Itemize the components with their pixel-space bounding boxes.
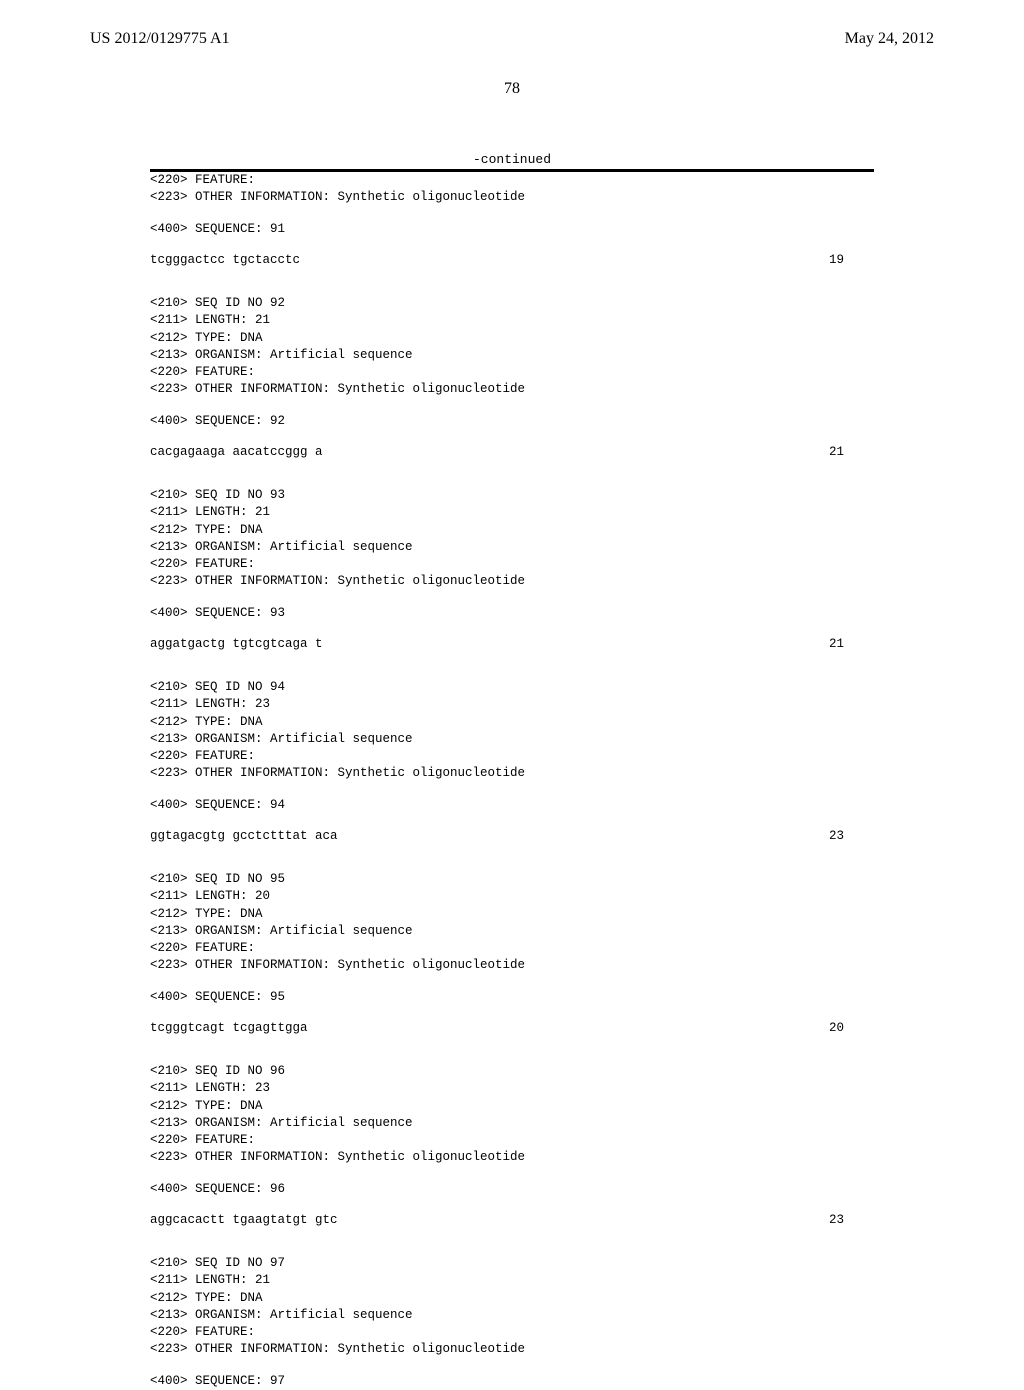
meta-line: <223> OTHER INFORMATION: Synthetic oligo… (150, 765, 874, 782)
meta-line: <211> LENGTH: 21 (150, 312, 874, 329)
sequence-label: <400> SEQUENCE: 95 (150, 989, 874, 1006)
sequence-line: ggtagacgtg gcctctttat aca 23 (150, 828, 874, 845)
sequence-length: 20 (829, 1020, 844, 1037)
sequence-length: 21 (829, 444, 844, 461)
sequence-text: aggcacactt tgaagtatgt gtc (150, 1212, 338, 1229)
meta-line: <210> SEQ ID NO 95 (150, 871, 874, 888)
meta-line: <213> ORGANISM: Artificial sequence (150, 1307, 874, 1324)
document-header: US 2012/0129775 A1 May 24, 2012 (0, 0, 1024, 48)
meta-line: <210> SEQ ID NO 96 (150, 1063, 874, 1080)
sequence-text: tcgggtcagt tcgagttgga (150, 1020, 308, 1037)
sequence-length: 21 (829, 636, 844, 653)
meta-line: <210> SEQ ID NO 97 (150, 1255, 874, 1272)
sequence-length: 23 (829, 1212, 844, 1229)
meta-line: <210> SEQ ID NO 93 (150, 487, 874, 504)
sequence-line: aggcacactt tgaagtatgt gtc 23 (150, 1212, 874, 1229)
meta-line: <220> FEATURE: (150, 1132, 874, 1149)
meta-line: <211> LENGTH: 20 (150, 888, 874, 905)
meta-line: <211> LENGTH: 23 (150, 696, 874, 713)
seq-entry: <210> SEQ ID NO 96 <211> LENGTH: 23 <212… (150, 1063, 874, 1229)
sequence-listing: <220> FEATURE: <223> OTHER INFORMATION: … (150, 172, 874, 1390)
sequence-text: cacgagaaga aacatccggg a (150, 444, 323, 461)
sequence-text: tcgggactcc tgctacctc (150, 252, 300, 269)
seq-entry: <210> SEQ ID NO 94 <211> LENGTH: 23 <212… (150, 679, 874, 845)
seq-entry: <210> SEQ ID NO 93 <211> LENGTH: 21 <212… (150, 487, 874, 653)
sequence-line: aggatgactg tgtcgtcaga t 21 (150, 636, 874, 653)
meta-line: <213> ORGANISM: Artificial sequence (150, 923, 874, 940)
sequence-text: ggtagacgtg gcctctttat aca (150, 828, 338, 845)
sequence-length: 19 (829, 252, 844, 269)
seq-entry: <210> SEQ ID NO 95 <211> LENGTH: 20 <212… (150, 871, 874, 1037)
meta-line: <223> OTHER INFORMATION: Synthetic oligo… (150, 957, 874, 974)
meta-line: <213> ORGANISM: Artificial sequence (150, 1115, 874, 1132)
meta-line: <223> OTHER INFORMATION: Synthetic oligo… (150, 1341, 874, 1358)
meta-line: <210> SEQ ID NO 94 (150, 679, 874, 696)
sequence-label: <400> SEQUENCE: 92 (150, 413, 874, 430)
meta-line: <212> TYPE: DNA (150, 1290, 874, 1307)
meta-line: <211> LENGTH: 21 (150, 504, 874, 521)
page-number: 78 (0, 80, 1024, 98)
patent-date: May 24, 2012 (845, 30, 934, 48)
meta-line: <220> FEATURE: (150, 364, 874, 381)
meta-line: <213> ORGANISM: Artificial sequence (150, 539, 874, 556)
meta-line: <212> TYPE: DNA (150, 522, 874, 539)
seq-entry: <210> SEQ ID NO 92 <211> LENGTH: 21 <212… (150, 295, 874, 461)
seq-entry: <220> FEATURE: <223> OTHER INFORMATION: … (150, 172, 874, 269)
meta-line: <212> TYPE: DNA (150, 906, 874, 923)
seq-entry: <210> SEQ ID NO 97 <211> LENGTH: 21 <212… (150, 1255, 874, 1390)
sequence-label: <400> SEQUENCE: 97 (150, 1373, 874, 1390)
sequence-length: 23 (829, 828, 844, 845)
meta-line: <211> LENGTH: 21 (150, 1272, 874, 1289)
sequence-text: aggatgactg tgtcgtcaga t (150, 636, 323, 653)
sequence-line: tcgggactcc tgctacctc 19 (150, 252, 874, 269)
meta-line: <213> ORGANISM: Artificial sequence (150, 731, 874, 748)
meta-line: <220> FEATURE: (150, 172, 874, 189)
meta-line: <210> SEQ ID NO 92 (150, 295, 874, 312)
meta-line: <223> OTHER INFORMATION: Synthetic oligo… (150, 573, 874, 590)
meta-line: <223> OTHER INFORMATION: Synthetic oligo… (150, 381, 874, 398)
meta-line: <212> TYPE: DNA (150, 714, 874, 731)
meta-line: <220> FEATURE: (150, 556, 874, 573)
meta-line: <220> FEATURE: (150, 1324, 874, 1341)
sequence-label: <400> SEQUENCE: 96 (150, 1181, 874, 1198)
sequence-label: <400> SEQUENCE: 94 (150, 797, 874, 814)
sequence-label: <400> SEQUENCE: 93 (150, 605, 874, 622)
meta-line: <220> FEATURE: (150, 748, 874, 765)
meta-line: <223> OTHER INFORMATION: Synthetic oligo… (150, 1149, 874, 1166)
meta-line: <211> LENGTH: 23 (150, 1080, 874, 1097)
continued-label: -continued (0, 152, 1024, 167)
sequence-line: cacgagaaga aacatccggg a 21 (150, 444, 874, 461)
meta-line: <220> FEATURE: (150, 940, 874, 957)
meta-line: <223> OTHER INFORMATION: Synthetic oligo… (150, 189, 874, 206)
meta-line: <212> TYPE: DNA (150, 1098, 874, 1115)
sequence-label: <400> SEQUENCE: 91 (150, 221, 874, 238)
meta-line: <213> ORGANISM: Artificial sequence (150, 347, 874, 364)
patent-number: US 2012/0129775 A1 (90, 30, 230, 48)
meta-line: <212> TYPE: DNA (150, 330, 874, 347)
sequence-line: tcgggtcagt tcgagttgga 20 (150, 1020, 874, 1037)
